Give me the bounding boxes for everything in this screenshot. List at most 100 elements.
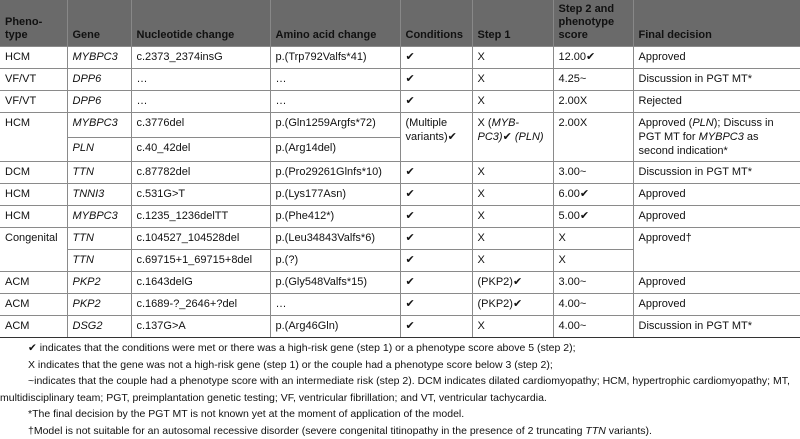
text-segment: (Multiple variants)✔ [405, 117, 457, 143]
column-header: Nucleotide change [131, 0, 271, 47]
table-cell: Discussion in PGT MT* [632, 68, 800, 91]
text-segment: Discussion in PGT MT* [638, 320, 753, 332]
table-cell: Approved (PLN); Discuss in PGT MT for MY… [632, 112, 800, 162]
text-segment: ~indicates that the couple had a phenoty… [28, 375, 790, 387]
table-cell: ✔ [399, 249, 473, 272]
text-segment: p.(Gln1259Argfs*72) [275, 117, 376, 129]
text-segment: c.3776del [136, 117, 185, 129]
table-cell: c.3776del [130, 112, 271, 138]
table-cell: ✔ [399, 205, 473, 228]
text-segment: Approved [638, 298, 686, 310]
table-cell: X [471, 90, 554, 113]
table-cell: c.1689-?_2646+?del [130, 293, 271, 316]
text-segment: Discussion in PGT MT* [638, 73, 753, 85]
text-segment: VF/VT [5, 73, 37, 85]
table-cell: DPP6 [66, 90, 132, 113]
text-segment: p.(Gly548Valfs*15) [275, 276, 368, 288]
table-cell: VF/VT [0, 68, 68, 91]
table-cell: TTN [67, 249, 132, 272]
table-cell: ACM [0, 315, 68, 338]
text-segment: DCM [5, 166, 31, 178]
table-cell: (Multiple variants)✔ [399, 112, 473, 162]
results-table: Pheno-type Gene Nucleotide change Amino aci… [0, 0, 800, 338]
table-cell: ✔ [399, 46, 473, 69]
table-cell: ✔ [399, 227, 473, 250]
table-cell: … [269, 68, 401, 91]
table-cell: … [269, 293, 401, 316]
text-segment: ); Discuss in PGT MT for [638, 117, 774, 143]
column-header: Amino acid change [270, 0, 401, 47]
table-cell: p.(Pro29261Glnfs*10) [269, 161, 401, 184]
footnote: *The final decision by the PGT MT is not… [0, 406, 800, 423]
text-segment: TTN [72, 232, 94, 244]
text-segment: as second indication* [638, 131, 759, 157]
text-segment: ✔ indicates that the conditions were met… [28, 342, 576, 354]
table-cell: c.1643delG [130, 271, 271, 294]
table-row: VF/VT DPP6 … … ✔ X 4.25~ Discussion in PGT MT* [0, 68, 800, 91]
table-cell: 12.00✔ [552, 46, 634, 69]
table-cell: ✔ [399, 183, 473, 206]
table-cell: Approved [632, 293, 800, 316]
table-cell: X [471, 183, 554, 206]
column-header: Pheno-type [0, 0, 68, 47]
table-cell: 3.00~ [552, 271, 634, 294]
table-cell: X (MYB-PC3)✔ (PLN) [471, 112, 554, 162]
text-segment: Approved [638, 188, 686, 200]
table-cell: 4.25~ [552, 68, 634, 91]
table-row: ACM PKP2 c.1643delG p.(Gly548Valfs*15) ✔ (PKP… [0, 271, 800, 294]
table-cell: DCM [0, 161, 68, 184]
table-cell: p.(Phe412*) [269, 205, 401, 228]
text-segment: ACM [5, 276, 30, 288]
text-segment: DPP6 [72, 73, 102, 85]
text-segment: TTN [585, 424, 606, 437]
table-row: HCM MYBPC3 c.1235_1236delTT p.(Phe412*) ✔ X 5.… [0, 205, 800, 228]
table-cell: c.137G>A [130, 315, 271, 338]
footnote: ~indicates that the couple had a phenoty… [0, 373, 800, 390]
text-segment: HCM [5, 210, 31, 222]
table-cell: Discussion in PGT MT* [632, 315, 800, 338]
table-cell: Approved [632, 183, 800, 206]
column-header: Step 1 [472, 0, 554, 47]
table-cell: PKP2 [66, 293, 132, 316]
table-footnotes: ✔ indicates that the conditions were met… [0, 338, 800, 439]
table-cell: c.531G>T [130, 183, 271, 206]
text-segment: 12.00✔ [558, 51, 596, 63]
text-segment: MYBPC3 [698, 131, 744, 143]
text-segment: Rejected [638, 95, 682, 107]
table-cell: X [471, 161, 554, 184]
text-segment: Approved [638, 210, 686, 222]
table-cell: p.(Arg14del) [269, 136, 400, 162]
text-segment: PLN [692, 117, 714, 129]
text-segment: X [477, 232, 485, 244]
table-cell: HCM [0, 46, 68, 69]
table-cell: p.(Arg46Gln) [269, 315, 401, 338]
column-header: Step 2 and phenotype score [553, 0, 634, 47]
table-cell: c.1235_1236delTT [130, 205, 271, 228]
table-cell: PKP2 [66, 271, 132, 294]
text-segment: (PKP2)✔ [477, 276, 523, 288]
table-cell: ✔ [399, 90, 473, 113]
text-segment: PLN [72, 141, 94, 154]
text-segment: X [558, 232, 566, 244]
text-segment: p.(Pro29261Glnfs*10) [275, 166, 382, 178]
table-row: PLN c.40_42del p.(Arg14del) [0, 136, 800, 162]
footnote: †Model is not suitable for an autosomal … [0, 423, 800, 439]
text-segment: c.531G>T [136, 188, 186, 200]
table-cell: … [130, 90, 271, 113]
table-cell: MYBPC3 [66, 112, 132, 138]
table-cell: 6.00✔ [552, 183, 634, 206]
table-cell: c.69715+1_69715+8del [130, 249, 271, 272]
text-segment: X [477, 51, 485, 63]
text-segment: … [275, 73, 287, 85]
table-cell: PLN [67, 136, 132, 162]
footnote: multidisciplinary team; PGT, preimplanta… [0, 390, 800, 407]
text-segment: c.2373_2374insG [136, 51, 223, 63]
text-segment: †Model is not suitable for an autosomal … [28, 424, 586, 437]
text-segment: X [477, 188, 485, 200]
table-cell: (PKP2)✔ [471, 293, 554, 316]
text-segment: c.1235_1236delTT [136, 210, 229, 222]
table-cell: Approved† [632, 227, 800, 272]
text-segment: p.(Trp792Valfs*41) [275, 51, 367, 63]
text-segment: c.1689-?_2646+?del [136, 298, 238, 310]
table-cell: DPP6 [66, 68, 132, 91]
